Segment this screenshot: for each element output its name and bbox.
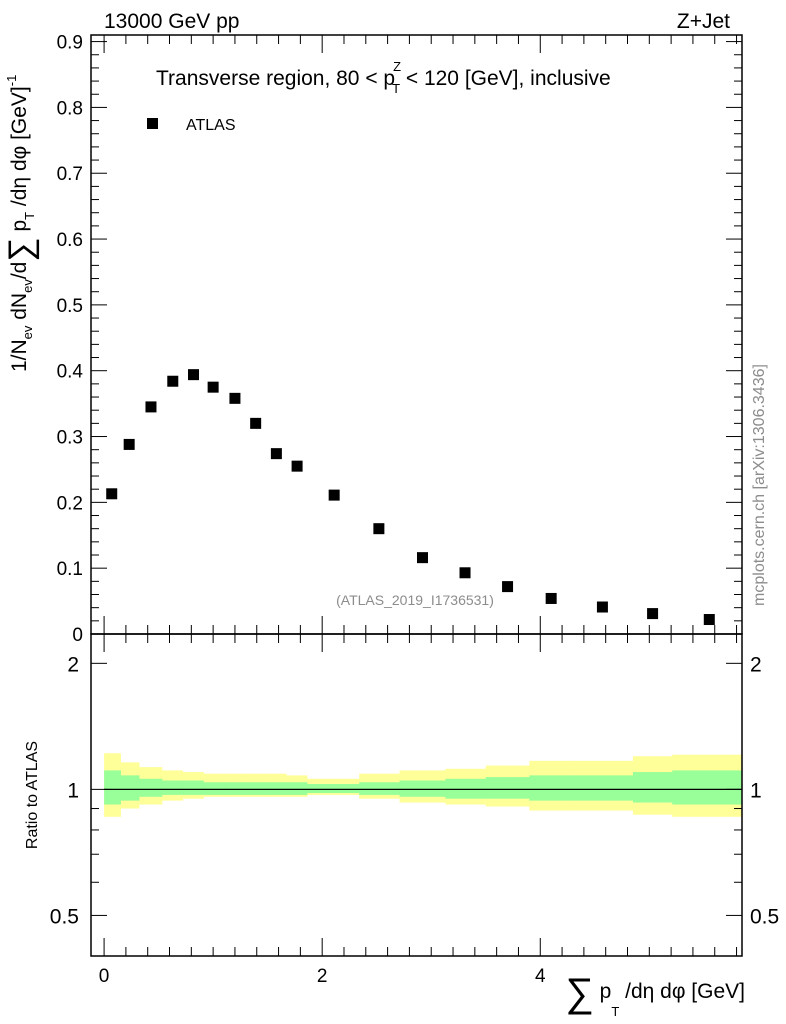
y-tick-label: 0.5: [57, 296, 83, 317]
inner-band-segment: [245, 782, 266, 795]
inner-band-segment: [672, 770, 743, 805]
y-tick-label: 0.8: [57, 98, 83, 119]
x-tick-label: 4: [535, 966, 546, 987]
ratio-tick-label: 1: [67, 779, 79, 802]
inner-band-segment: [138, 778, 163, 797]
data-point: [416, 552, 428, 564]
data-point: [106, 488, 118, 500]
ratio-panel: 0.5 0.5 1 1 2 2 0 2 4 Ratio to ATLAS: [24, 633, 779, 987]
main-y-axis-label: 1/Nev dNev/d∑ pT /dη dφ [GeV]-1: [2, 75, 40, 372]
inner-band-segment: [265, 782, 287, 795]
data-point: [596, 601, 608, 613]
y-tick-label: 0.4: [57, 362, 84, 383]
inner-band-segment: [203, 782, 225, 795]
inner-band-segment: [286, 782, 308, 795]
data-point: [188, 369, 200, 381]
data-point: [647, 608, 659, 620]
chart-title: Transverse region, 80 < pZ T < 120 [GeV],…: [156, 59, 611, 96]
inner-band-segment: [485, 777, 530, 799]
inner-band-segment: [632, 772, 673, 803]
ratio-frame: [90, 633, 743, 957]
ratio-y-axis: 0.5 0.5 1 1 2 2: [50, 653, 779, 957]
ratio-tick-label-right: 2: [750, 653, 762, 676]
x-axis-label: ∑ pT /dη dφ [GeV]: [565, 971, 745, 1019]
data-point: [145, 401, 157, 413]
inner-band-segment: [306, 783, 360, 794]
y-tick-label: 0.2: [57, 493, 83, 514]
ratio-x-axis: 0 2 4: [99, 634, 738, 987]
inner-band-segment: [359, 782, 401, 795]
data-point: [270, 448, 282, 460]
data-point: [229, 392, 241, 404]
data-point: [373, 523, 385, 535]
main-panel: 0 0.1 0.2 0.3 0.4 0.5 0.6 0.7 0.8 0.9 Transverse …: [2, 33, 743, 646]
y-tick-label: 0: [72, 625, 83, 646]
main-x-axis: [103, 35, 738, 634]
data-point: [703, 614, 715, 626]
ratio-tick-label: 2: [67, 653, 79, 676]
legend-label: ATLAS: [186, 117, 236, 134]
data-point: [250, 417, 262, 429]
side-label: mcplots.cern.ch [arXiv:1306.3436]: [751, 364, 768, 606]
main-y-axis: 0 0.1 0.2 0.3 0.4 0.5 0.6 0.7 0.8 0.9: [57, 33, 742, 646]
uncertainty-bands: [104, 753, 743, 817]
y-tick-label: 0.1: [57, 559, 83, 580]
ratio-tick-label-right: 0.5: [750, 905, 779, 928]
header-right: Z+Jet: [677, 10, 730, 33]
y-tick-label: 0.6: [57, 230, 83, 251]
data-point: [545, 592, 557, 604]
y-tick-label: 0.7: [57, 164, 83, 185]
data-point: [207, 381, 219, 393]
data-point: [459, 567, 471, 579]
ratio-tick-label-right: 1: [750, 779, 762, 802]
inner-band-segment: [182, 780, 204, 795]
inner-band-segment: [224, 782, 247, 795]
data-point: [167, 375, 179, 387]
inner-band-segment: [445, 778, 487, 799]
data-point: [291, 460, 303, 472]
inner-band-segment: [104, 770, 121, 805]
analysis-watermark: (ATLAS_2019_I1736531): [336, 592, 494, 608]
data-point: [502, 581, 514, 593]
x-tick-label: 0: [99, 966, 110, 987]
ratio-y-axis-label: Ratio to ATLAS: [24, 741, 41, 849]
inner-band-segment: [161, 780, 184, 795]
x-tick-label: 2: [317, 966, 328, 987]
data-point: [328, 489, 340, 501]
data-point: [123, 438, 135, 450]
y-tick-label: 0.9: [57, 33, 83, 54]
inner-band-segment: [529, 775, 574, 801]
y-tick-label: 0.3: [57, 428, 83, 449]
ratio-tick-label: 0.5: [50, 905, 79, 928]
data-points: [106, 369, 715, 626]
inner-band-segment: [120, 775, 140, 801]
legend-marker: [147, 118, 158, 129]
inner-band-segment: [399, 780, 446, 797]
header-left: 13000 GeV pp: [104, 10, 239, 33]
inner-band-segment: [572, 775, 634, 801]
